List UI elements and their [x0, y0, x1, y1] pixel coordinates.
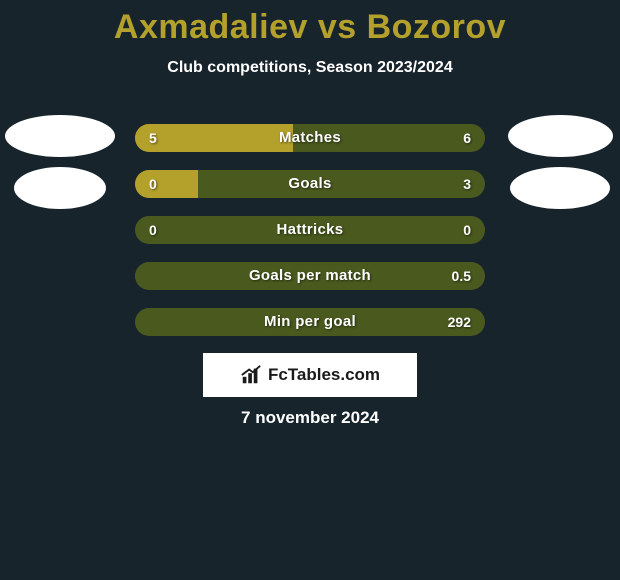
stat-bar: 00Hattricks	[135, 216, 485, 244]
avatar-placeholder	[14, 167, 106, 209]
logo-badge: FcTables.com	[203, 353, 417, 397]
subtitle: Club competitions, Season 2023/2024	[0, 59, 620, 77]
avatar-placeholder	[5, 115, 115, 157]
left-avatar-column	[0, 115, 120, 219]
avatar-placeholder	[508, 115, 613, 157]
bar-chart-icon	[240, 364, 262, 386]
date-label: 7 november 2024	[0, 408, 620, 428]
right-avatar-column	[500, 115, 620, 219]
stat-label: Goals per match	[135, 262, 485, 290]
stat-label: Min per goal	[135, 308, 485, 336]
stat-bar: 292Min per goal	[135, 308, 485, 336]
stat-label: Hattricks	[135, 216, 485, 244]
page-title: Axmadaliev vs Bozorov	[0, 0, 620, 47]
stat-label: Matches	[135, 124, 485, 152]
stat-bar: 03Goals	[135, 170, 485, 198]
avatar-placeholder	[510, 167, 610, 209]
stat-bar: 0.5Goals per match	[135, 262, 485, 290]
logo-text: FcTables.com	[268, 365, 380, 385]
stat-bar: 56Matches	[135, 124, 485, 152]
stat-label: Goals	[135, 170, 485, 198]
comparison-chart: 56Matches 03Goals 00Hattricks 0.5Goals per …	[135, 124, 485, 354]
